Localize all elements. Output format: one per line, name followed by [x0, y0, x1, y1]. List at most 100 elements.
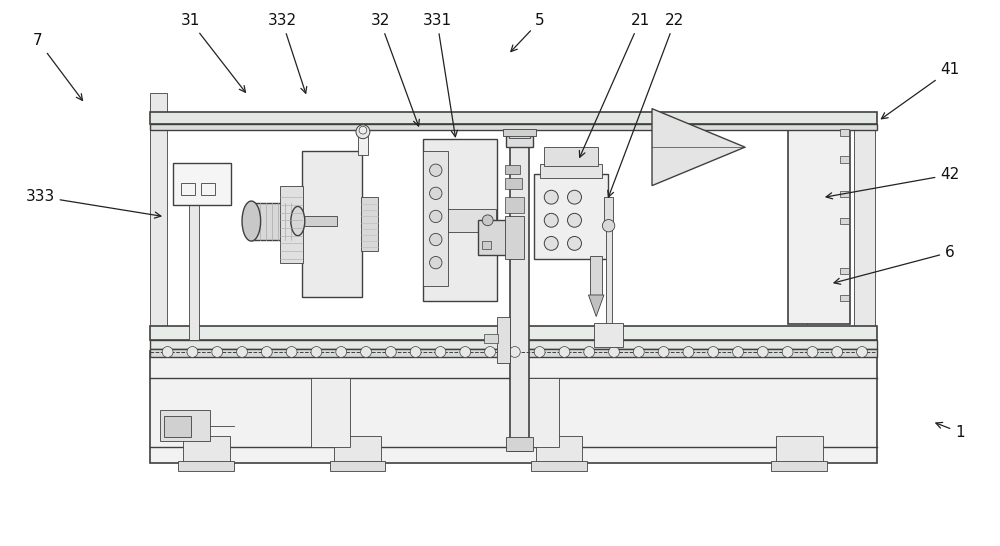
Text: 7: 7: [33, 33, 82, 100]
Circle shape: [658, 347, 669, 357]
Circle shape: [430, 257, 442, 269]
Bar: [482, 241, 491, 249]
Circle shape: [430, 187, 442, 199]
Circle shape: [361, 347, 371, 357]
Bar: [189, 205, 199, 340]
Bar: [505, 165, 520, 174]
Circle shape: [485, 347, 495, 357]
Bar: [590, 257, 602, 295]
Circle shape: [544, 236, 558, 250]
Bar: [423, 151, 448, 286]
Bar: [776, 436, 822, 463]
Bar: [423, 139, 497, 301]
Bar: [302, 151, 362, 297]
Bar: [150, 349, 877, 357]
Circle shape: [435, 347, 446, 357]
Bar: [181, 183, 195, 195]
Circle shape: [733, 347, 743, 357]
Bar: [606, 224, 612, 324]
Circle shape: [544, 190, 558, 204]
Circle shape: [311, 347, 322, 357]
Circle shape: [782, 347, 793, 357]
Circle shape: [609, 347, 619, 357]
Bar: [358, 135, 368, 155]
Circle shape: [430, 233, 442, 246]
Bar: [531, 461, 587, 471]
Circle shape: [162, 347, 173, 357]
Circle shape: [509, 347, 520, 357]
Bar: [503, 129, 536, 135]
Bar: [173, 163, 231, 205]
Circle shape: [212, 347, 223, 357]
Bar: [840, 156, 849, 163]
Bar: [544, 147, 598, 167]
Bar: [854, 120, 875, 340]
Text: 41: 41: [881, 62, 960, 119]
Circle shape: [568, 213, 581, 227]
Circle shape: [708, 347, 719, 357]
Bar: [150, 340, 877, 349]
Bar: [594, 323, 623, 347]
Circle shape: [237, 347, 247, 357]
Circle shape: [633, 347, 644, 357]
Circle shape: [356, 125, 370, 139]
Bar: [505, 178, 522, 189]
Bar: [183, 436, 230, 463]
Bar: [164, 416, 191, 437]
Bar: [840, 129, 849, 135]
Bar: [506, 135, 533, 147]
Bar: [150, 326, 877, 340]
Bar: [478, 220, 509, 255]
Circle shape: [187, 347, 198, 357]
Circle shape: [568, 190, 581, 204]
Ellipse shape: [242, 201, 261, 241]
Bar: [178, 461, 234, 471]
Bar: [150, 93, 167, 340]
Circle shape: [534, 347, 545, 357]
Text: 42: 42: [826, 167, 960, 199]
Text: 6: 6: [834, 245, 955, 284]
Text: 22: 22: [608, 13, 685, 197]
Circle shape: [286, 347, 297, 357]
Bar: [311, 378, 350, 447]
Bar: [840, 191, 849, 197]
Text: 333: 333: [25, 189, 161, 218]
Bar: [506, 437, 533, 452]
Bar: [840, 295, 849, 301]
Circle shape: [385, 347, 396, 357]
Bar: [251, 203, 298, 240]
Bar: [361, 197, 378, 251]
Bar: [840, 268, 849, 274]
Circle shape: [559, 347, 570, 357]
Text: 32: 32: [370, 13, 419, 126]
Circle shape: [683, 347, 694, 357]
Bar: [505, 197, 524, 212]
Bar: [536, 436, 582, 463]
Bar: [280, 186, 303, 263]
Bar: [505, 216, 524, 259]
Bar: [448, 209, 496, 232]
Bar: [484, 334, 498, 343]
Circle shape: [857, 347, 867, 357]
Circle shape: [602, 219, 615, 232]
Circle shape: [757, 347, 768, 357]
Circle shape: [832, 347, 843, 357]
Circle shape: [430, 210, 442, 223]
Bar: [534, 174, 608, 259]
Bar: [509, 130, 530, 138]
Ellipse shape: [291, 206, 305, 236]
Circle shape: [584, 347, 595, 357]
Circle shape: [807, 347, 818, 357]
Circle shape: [544, 213, 558, 227]
Text: 21: 21: [579, 13, 650, 157]
Bar: [330, 461, 385, 471]
Circle shape: [359, 126, 367, 134]
Circle shape: [261, 347, 272, 357]
Text: 31: 31: [180, 13, 245, 92]
Bar: [604, 197, 613, 224]
Bar: [520, 378, 559, 447]
Circle shape: [460, 347, 471, 357]
Bar: [771, 461, 827, 471]
Text: 5: 5: [511, 13, 545, 51]
Circle shape: [568, 236, 581, 250]
